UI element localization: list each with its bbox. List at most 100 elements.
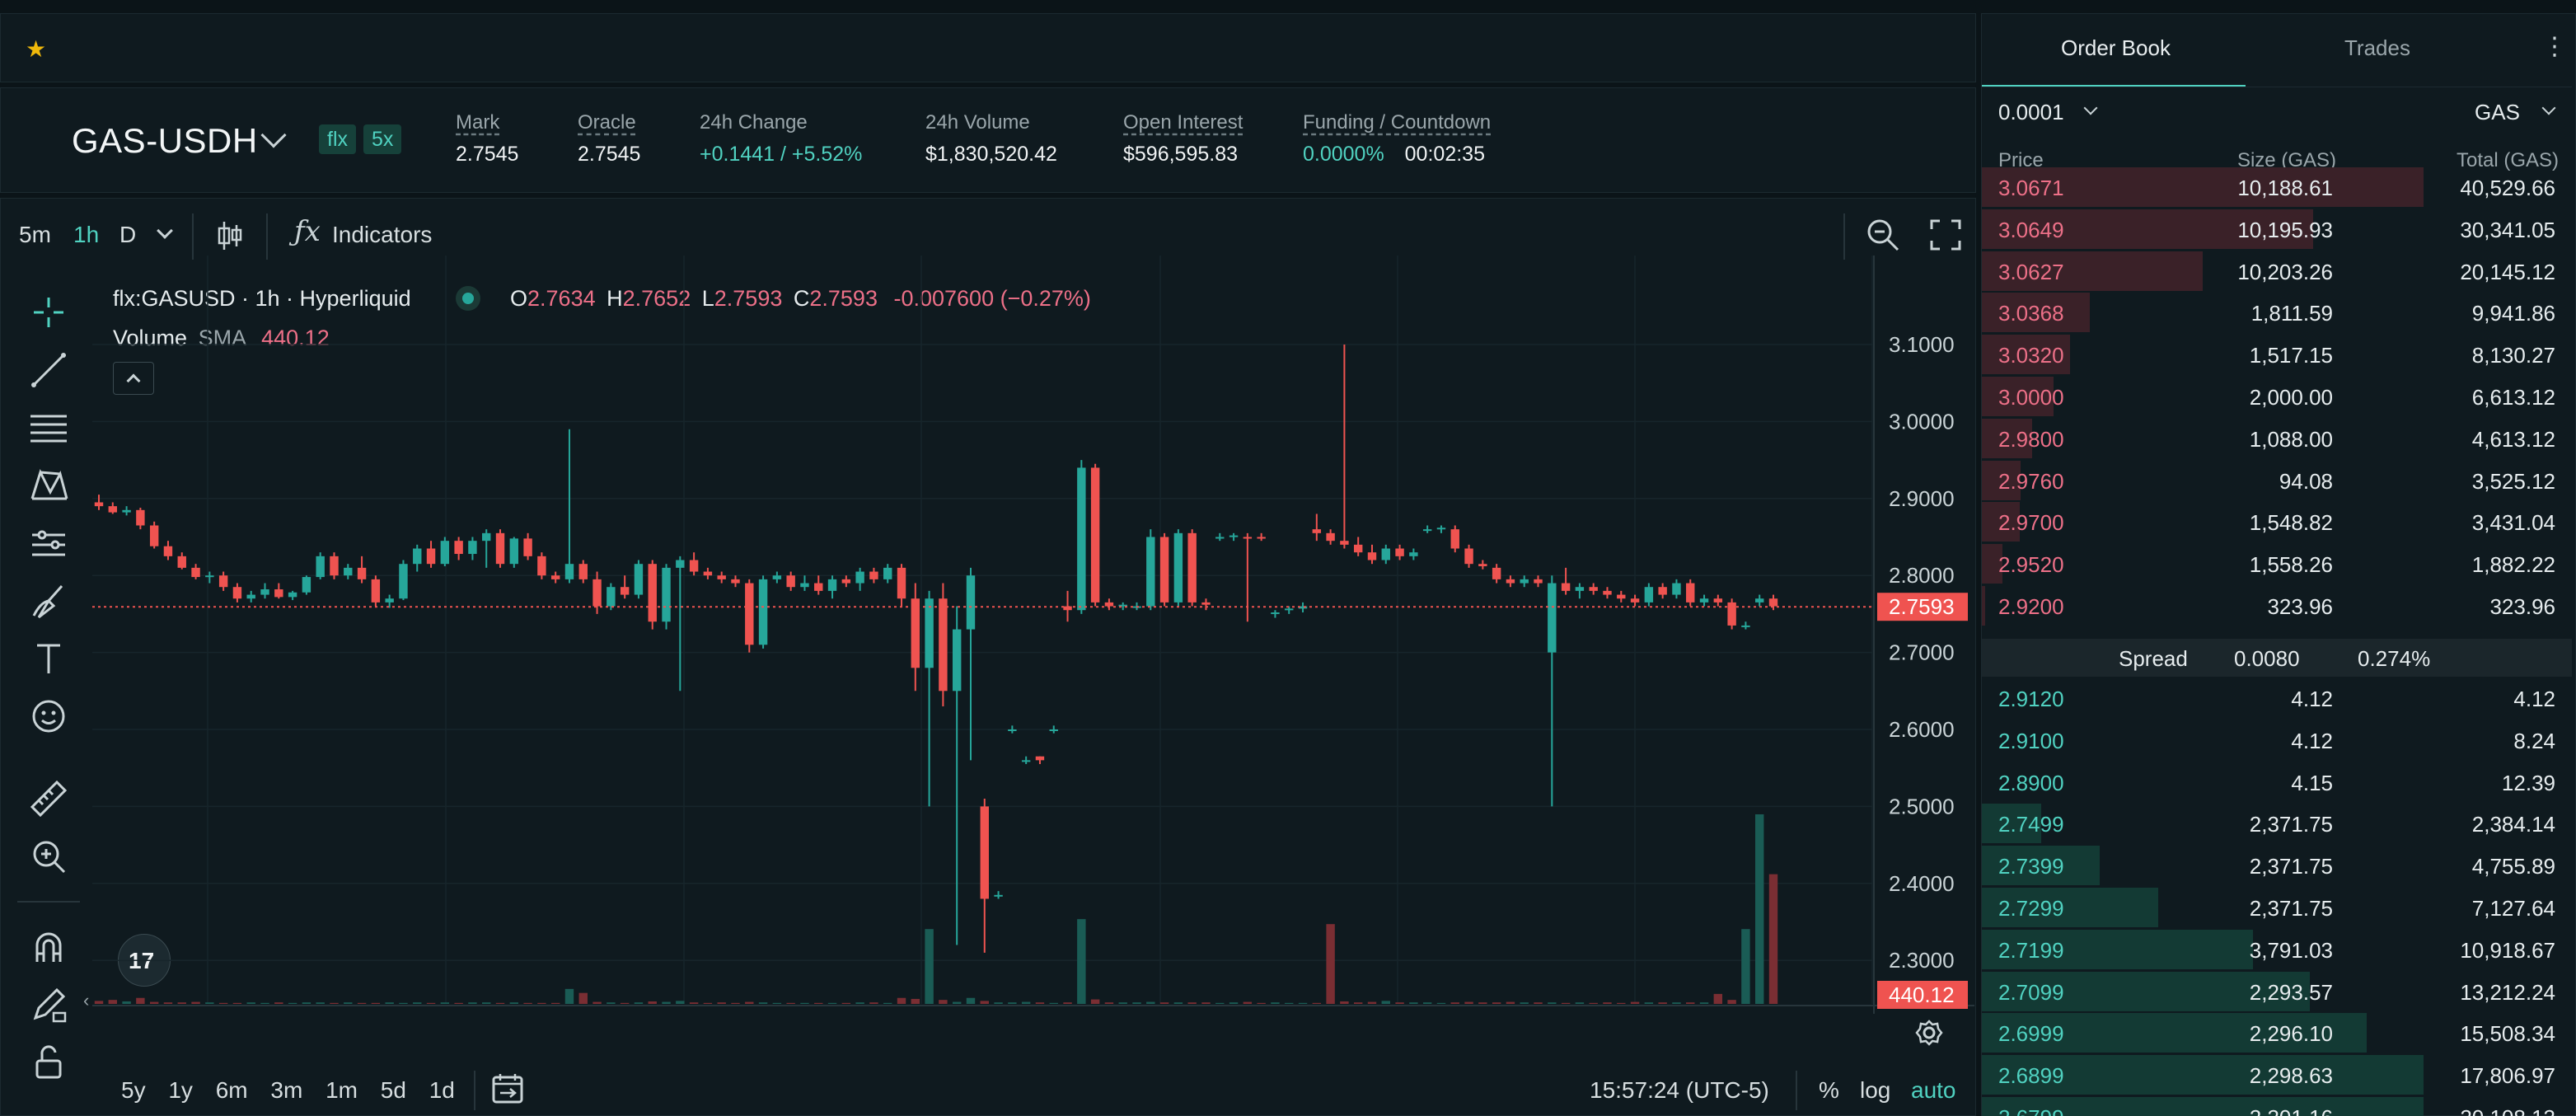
candle-body — [1173, 532, 1183, 603]
candle-body — [1215, 537, 1225, 539]
leverage-badge[interactable]: 5x — [363, 124, 402, 154]
candle-body — [1146, 537, 1155, 607]
range-1d[interactable]: 1d — [429, 1077, 455, 1103]
candle-body — [302, 577, 311, 593]
range-1m[interactable]: 1m — [326, 1077, 358, 1103]
candle-body — [1159, 537, 1169, 603]
text-icon[interactable] — [26, 635, 72, 682]
star-icon[interactable]: ★ — [26, 36, 47, 62]
zoom-chart-icon[interactable] — [1865, 217, 1901, 253]
volume-bar — [399, 1002, 408, 1004]
bid-total: 15,508.34 — [2460, 1021, 2555, 1047]
range-1y[interactable]: 1y — [168, 1077, 193, 1103]
ask-row[interactable]: 2.9520 1,558.26 1,882.22 — [1982, 544, 2572, 585]
fullscreen-icon[interactable] — [1929, 218, 1962, 251]
volume-bar — [897, 997, 906, 1004]
chevron-down-icon[interactable] — [2541, 101, 2556, 115]
volume-bar — [191, 1001, 200, 1004]
volume-bar — [1589, 1002, 1598, 1004]
ask-row[interactable]: 3.0368 1,811.59 9,941.86 — [1982, 293, 2572, 334]
bid-row[interactable]: 2.7299 2,371.75 7,127.64 — [1982, 888, 2572, 929]
candle-body — [592, 579, 602, 607]
tick-size-select[interactable]: 0.0001 — [1998, 100, 2064, 124]
y-tick-label: 2.8000 — [1889, 563, 1955, 588]
spread-pct: 0.274% — [2358, 646, 2431, 671]
bid-size: 2,371.75 — [2249, 812, 2333, 837]
candles-icon[interactable] — [217, 218, 243, 253]
unit-select[interactable]: GAS — [2475, 100, 2520, 124]
volume-bar — [731, 1002, 740, 1004]
tab-trades[interactable]: Trades — [2344, 35, 2410, 60]
ask-row[interactable]: 3.0320 1,517.15 8,130.27 — [1982, 335, 2572, 376]
magnet-icon[interactable] — [26, 924, 72, 970]
chart-clock[interactable]: 15:57:24 (UTC-5) — [1590, 1077, 1769, 1103]
tab-order-book[interactable]: Order Book — [2061, 35, 2171, 60]
unlock-icon[interactable] — [26, 1039, 72, 1086]
chevron-down-icon[interactable] — [2083, 101, 2098, 115]
more-options-icon[interactable]: ⋮ — [2542, 33, 2567, 60]
indicators-button[interactable]: Indicators — [332, 222, 433, 247]
bid-row[interactable]: 2.6899 2,298.63 17,806.97 — [1982, 1055, 2572, 1096]
candle-body — [1450, 529, 1459, 549]
volume-bar — [1146, 1001, 1155, 1004]
bid-row[interactable]: 2.6799 2,301.16 20,108.13 — [1982, 1097, 2572, 1116]
collapse-toolbar-icon[interactable]: ‹ — [83, 990, 90, 1010]
percent-toggle[interactable]: % — [1819, 1077, 1839, 1103]
range-3m[interactable]: 3m — [270, 1077, 303, 1103]
auto-toggle[interactable]: auto — [1911, 1077, 1956, 1103]
candle-body — [108, 506, 117, 513]
pair-selector[interactable]: GAS-USDH — [72, 121, 258, 160]
draw-lock-icon[interactable] — [26, 982, 72, 1028]
interval-d[interactable]: D — [119, 222, 137, 247]
ask-size: 1,558.26 — [2249, 552, 2333, 578]
ask-row[interactable]: 2.9200 323.96 323.96 — [1982, 586, 2572, 627]
range-5d[interactable]: 5d — [380, 1077, 406, 1103]
ask-size: 2,000.00 — [2249, 385, 2333, 410]
trendline-icon[interactable] — [26, 347, 72, 393]
bid-row[interactable]: 2.7399 2,371.75 4,755.89 — [1982, 846, 2572, 887]
emoji-icon[interactable] — [26, 693, 72, 739]
ask-price: 3.0627 — [1998, 259, 2064, 284]
pattern-icon[interactable] — [26, 462, 72, 509]
log-toggle[interactable]: log — [1860, 1077, 1891, 1103]
divider — [474, 1071, 475, 1110]
collapse-legend-button[interactable] — [113, 362, 154, 395]
candle-body — [1077, 467, 1086, 611]
ruler-icon[interactable] — [26, 776, 72, 822]
candle-body — [1340, 541, 1349, 545]
date-range-icon[interactable] — [490, 1071, 525, 1105]
volume-bar — [745, 1001, 754, 1004]
fib-icon[interactable] — [26, 405, 72, 451]
range-6m[interactable]: 6m — [215, 1077, 248, 1103]
ask-price: 3.0000 — [1998, 385, 2064, 410]
ask-row[interactable]: 3.0000 2,000.00 6,613.12 — [1982, 377, 2572, 418]
bid-row[interactable]: 2.8900 4.15 12.39 — [1982, 762, 2572, 804]
volume-bar — [509, 1002, 519, 1004]
ask-row[interactable]: 2.9800 1,088.00 4,613.12 — [1982, 418, 2572, 460]
range-5y[interactable]: 5y — [121, 1077, 146, 1103]
price-chart[interactable]: 3.1000 3.0000 2.9000 2.8000 2.7000 2.6000 2.50… — [92, 256, 1974, 1014]
ask-row[interactable]: 3.0627 10,203.26 20,145.12 — [1982, 251, 2572, 293]
candle-body — [495, 532, 505, 565]
bid-row[interactable]: 2.7199 3,791.03 10,918.67 — [1982, 929, 2572, 971]
interval-1h[interactable]: 1h — [73, 222, 100, 247]
candle-body — [136, 509, 145, 526]
chevron-down-icon[interactable] — [260, 122, 287, 148]
crosshair-icon[interactable] — [26, 289, 72, 335]
bid-row[interactable]: 2.7499 2,371.75 2,384.14 — [1982, 804, 2572, 845]
zoom-in-icon[interactable] — [26, 833, 72, 879]
ask-row[interactable]: 3.0671 10,188.61 40,529.66 — [1982, 167, 2572, 209]
fx-icon[interactable]: ƒx — [294, 215, 321, 248]
bid-row[interactable]: 2.9100 4.12 8.24 — [1982, 720, 2572, 762]
bid-row[interactable]: 2.9120 4.12 4.12 — [1982, 678, 2572, 720]
ask-row[interactable]: 2.9760 94.08 3,525.12 — [1982, 460, 2572, 502]
interval-5m[interactable]: 5m — [19, 222, 51, 247]
ask-row[interactable]: 2.9700 1,548.82 3,431.04 — [1982, 502, 2572, 543]
ask-row[interactable]: 3.0649 10,195.93 30,341.05 — [1982, 209, 2572, 251]
brush-icon[interactable] — [26, 578, 72, 624]
bid-row[interactable]: 2.7099 2,293.57 13,212.24 — [1982, 971, 2572, 1013]
chart-settings-icon[interactable] — [1914, 1018, 1944, 1048]
bid-row[interactable]: 2.6999 2,296.10 15,508.34 — [1982, 1013, 2572, 1054]
prediction-icon[interactable] — [26, 520, 72, 566]
chevron-down-icon[interactable] — [157, 223, 173, 239]
